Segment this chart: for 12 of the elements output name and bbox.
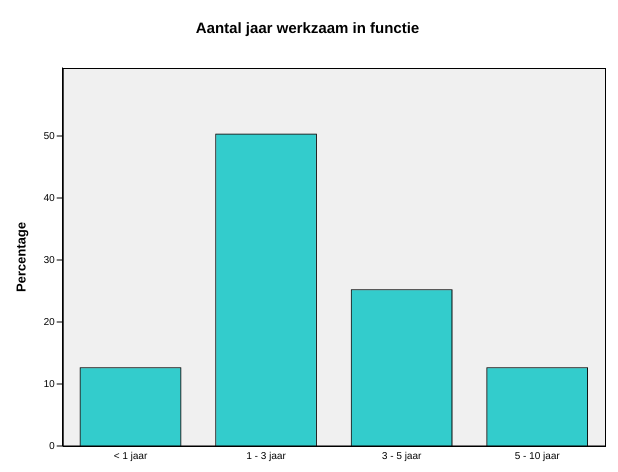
x-tick-label: < 1 jaar — [114, 450, 148, 462]
y-tick-label: 20 — [44, 316, 56, 328]
y-tick-label: 40 — [44, 192, 56, 204]
y-axis-title: Percentage — [13, 222, 28, 292]
x-tick-label: 5 - 10 jaar — [514, 450, 560, 462]
y-tick-label: 30 — [44, 254, 56, 266]
y-tick-label: 0 — [49, 440, 56, 452]
y-tick-label: 10 — [44, 378, 56, 390]
chart-title: Aantal jaar werkzaam in functie — [196, 20, 420, 38]
y-tick-label: 50 — [44, 130, 56, 142]
x-tick-label: 1 - 3 jaar — [246, 450, 286, 462]
x-tick-label: 3 - 5 jaar — [382, 450, 422, 462]
